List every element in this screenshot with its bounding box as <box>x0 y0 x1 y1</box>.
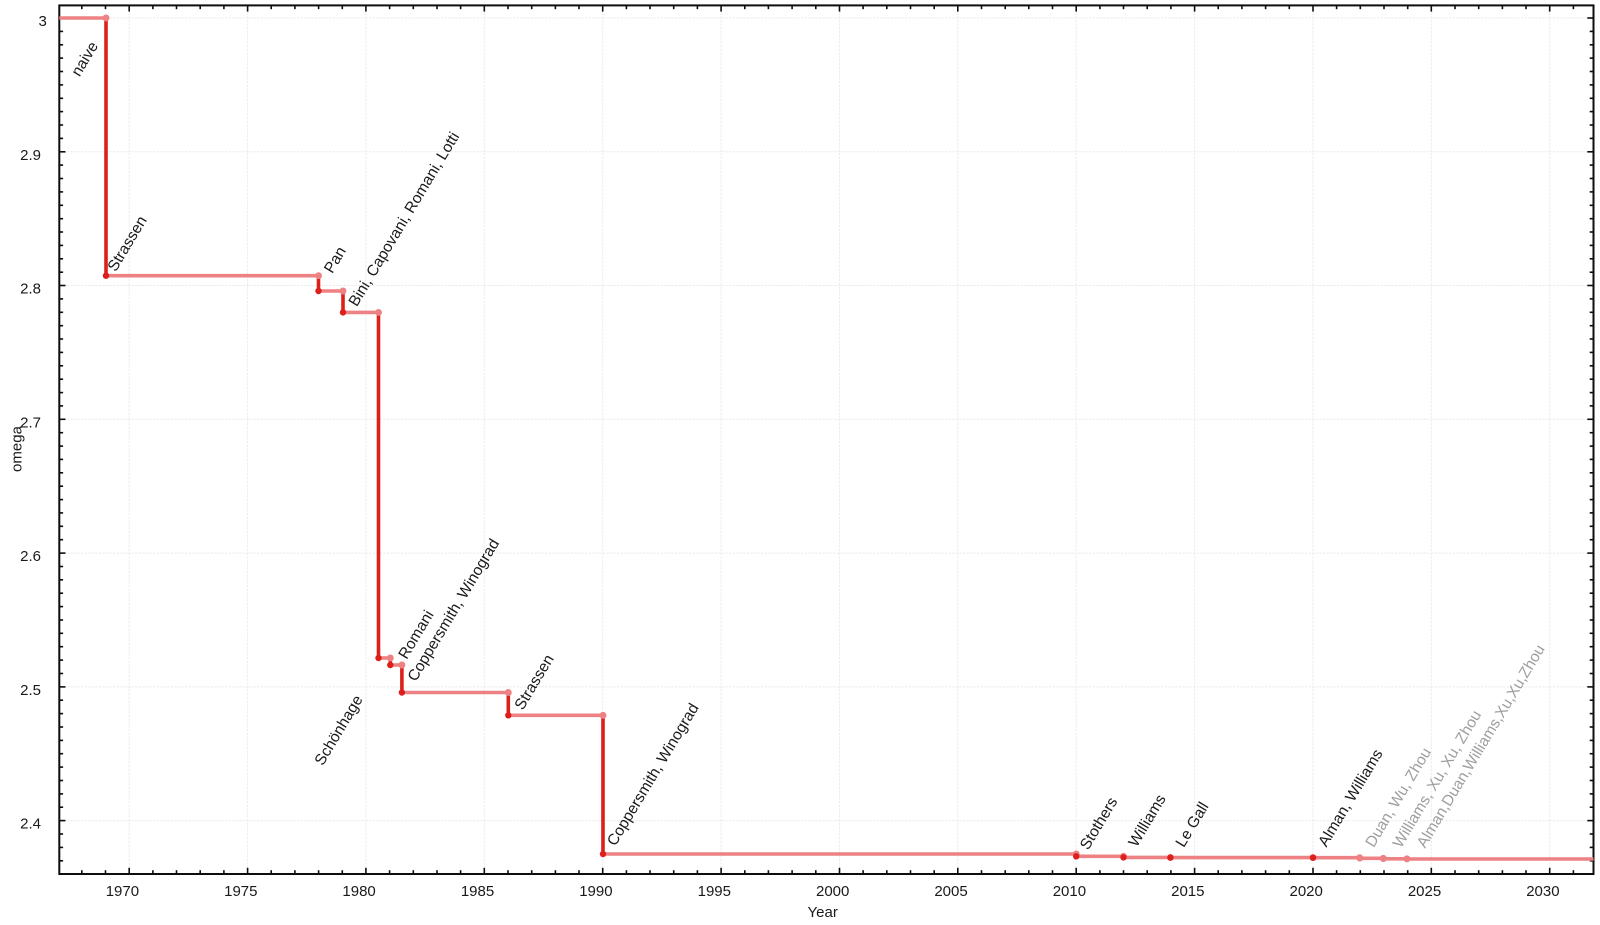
svg-text:2000: 2000 <box>816 883 849 900</box>
svg-text:2020: 2020 <box>1290 883 1323 900</box>
svg-text:2030: 2030 <box>1526 883 1559 900</box>
svg-text:3: 3 <box>39 13 47 30</box>
svg-text:2.5: 2.5 <box>20 682 41 699</box>
svg-text:2.4: 2.4 <box>20 816 41 833</box>
svg-text:1975: 1975 <box>224 883 257 900</box>
svg-text:omega: omega <box>9 425 26 472</box>
svg-text:1970: 1970 <box>106 883 139 900</box>
svg-text:2005: 2005 <box>934 883 967 900</box>
svg-text:2.7: 2.7 <box>20 414 41 431</box>
svg-text:2.8: 2.8 <box>20 281 41 298</box>
svg-text:1985: 1985 <box>461 883 494 900</box>
svg-text:2015: 2015 <box>1171 883 1204 900</box>
svg-text:2025: 2025 <box>1408 883 1441 900</box>
svg-text:1995: 1995 <box>698 883 731 900</box>
svg-text:2.6: 2.6 <box>20 548 41 565</box>
svg-text:1990: 1990 <box>579 883 612 900</box>
svg-text:2010: 2010 <box>1053 883 1086 900</box>
svg-text:Year: Year <box>808 904 838 920</box>
svg-text:1980: 1980 <box>342 883 375 900</box>
svg-text:2.9: 2.9 <box>20 147 41 164</box>
